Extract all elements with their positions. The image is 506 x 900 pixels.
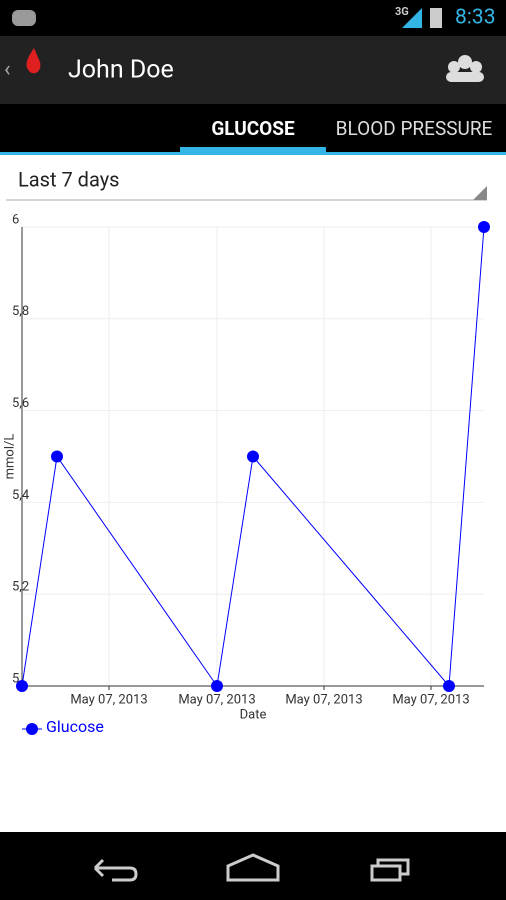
- home-button[interactable]: [226, 853, 280, 882]
- clock: 8:33: [455, 6, 496, 30]
- back-button[interactable]: [93, 858, 138, 882]
- y-tick-label: 5,6: [12, 396, 29, 411]
- up-caret[interactable]: ‹: [4, 57, 11, 82]
- data-point: [51, 450, 63, 463]
- action-bar: [0, 36, 506, 104]
- content: [0, 155, 506, 832]
- signal-icon: [402, 8, 422, 28]
- y-axis-label: mmol/L: [2, 434, 17, 480]
- app-title: John Doe: [68, 56, 174, 85]
- x-tick-label: May 07, 2013: [70, 692, 147, 707]
- y-tick-label: 5,8: [12, 304, 29, 319]
- range-spinner[interactable]: Last 7 days: [18, 167, 119, 191]
- x-tick-label: May 07, 2013: [178, 692, 255, 707]
- data-point: [16, 680, 28, 692]
- y-tick-label: 5,4: [12, 488, 30, 503]
- y-tick-label: 5,2: [12, 580, 29, 595]
- tab-divider: [0, 152, 506, 155]
- recents-button[interactable]: [370, 858, 410, 882]
- y-tick-label: 6: [12, 212, 19, 227]
- tab[interactable]: GLUCOSE: [211, 117, 295, 140]
- legend-marker: [26, 723, 38, 735]
- data-point: [478, 221, 490, 233]
- x-tick-label: May 07, 2013: [392, 692, 469, 707]
- app-icon[interactable]: [26, 48, 41, 74]
- x-tick-label: May 07, 2013: [285, 692, 362, 707]
- y-tick-label: 5: [12, 671, 19, 686]
- tab-indicator: [180, 147, 326, 152]
- spinner-arrow: [473, 186, 487, 200]
- contacts-button[interactable]: [446, 55, 484, 82]
- android-icon: [12, 10, 36, 26]
- data-point: [443, 680, 455, 692]
- nav-bar: [0, 832, 506, 900]
- battery-icon: [430, 8, 442, 28]
- chart: 5 5,2 5,4 5,6 5,8 6 May 07, 2013 May 07, 2013 Ma…: [2, 212, 490, 736]
- network-type: 3G: [395, 5, 409, 18]
- tab[interactable]: BLOOD PRESSURE: [336, 117, 493, 140]
- data-point: [211, 680, 223, 692]
- series-line: [21, 226, 485, 688]
- tab-bar: [0, 104, 506, 152]
- x-axis-label: Date: [240, 707, 267, 722]
- legend-label: Glucose: [46, 717, 104, 736]
- data-point: [247, 450, 259, 463]
